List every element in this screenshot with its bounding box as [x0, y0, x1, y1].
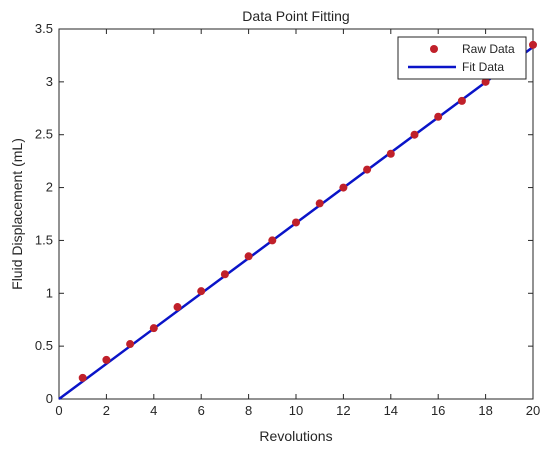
y-tick-label: 0 — [46, 391, 53, 406]
data-point — [197, 287, 206, 296]
axis-ticks: 0 2 4 6 8 10 12 14 16 18 20 0 0.5 1 1.5 2 2.5 3 3.5 — [35, 21, 540, 418]
data-point — [244, 252, 253, 261]
data-point — [292, 218, 300, 227]
y-tick-label: 3 — [46, 74, 53, 89]
legend-marker-raw-data — [430, 45, 438, 53]
x-tick-label: 2 — [103, 403, 110, 418]
data-point — [434, 112, 443, 121]
data-point — [78, 373, 87, 382]
data-point — [529, 40, 537, 49]
y-tick-label: 2.5 — [35, 127, 53, 142]
x-tick-label: 18 — [478, 403, 492, 418]
legend-label: Fit Data — [462, 60, 504, 74]
chart-title: Data Point Fitting — [242, 8, 349, 24]
data-point — [220, 270, 229, 279]
data-point — [386, 149, 395, 158]
x-tick-label: 6 — [198, 403, 205, 418]
x-tick-label: 20 — [526, 403, 540, 418]
x-tick-label: 4 — [150, 403, 157, 418]
x-tick-label: 12 — [336, 403, 350, 418]
data-point — [481, 77, 490, 86]
data-point — [410, 130, 419, 139]
data-point — [339, 183, 348, 192]
y-axis-label: Fluid Displacement (mL) — [9, 138, 25, 290]
x-tick-label: 10 — [289, 403, 303, 418]
data-point — [363, 165, 372, 174]
x-axis-label: Revolutions — [259, 428, 332, 444]
legend-label: Raw Data — [462, 42, 515, 56]
data-point — [126, 340, 135, 349]
legend-box — [397, 36, 527, 80]
y-tick-label: 3.5 — [35, 21, 53, 36]
data-point — [315, 199, 324, 208]
data-point — [173, 303, 182, 312]
y-tick-label: 2 — [46, 180, 53, 195]
y-tick-label: 1 — [46, 285, 53, 300]
data-point — [102, 355, 111, 364]
plot-area — [58, 28, 534, 400]
legend: Raw Data Fit Data — [397, 36, 527, 80]
data-point — [149, 324, 158, 333]
y-tick-label: 0.5 — [35, 338, 53, 353]
series-layer — [58, 40, 537, 401]
x-tick-label: 8 — [245, 403, 252, 418]
data-point — [268, 236, 277, 245]
x-tick-label: 0 — [55, 403, 62, 418]
x-tick-label: 14 — [384, 403, 398, 418]
data-point — [457, 96, 466, 105]
x-tick-label: 16 — [431, 403, 445, 418]
y-tick-label: 1.5 — [35, 232, 53, 247]
